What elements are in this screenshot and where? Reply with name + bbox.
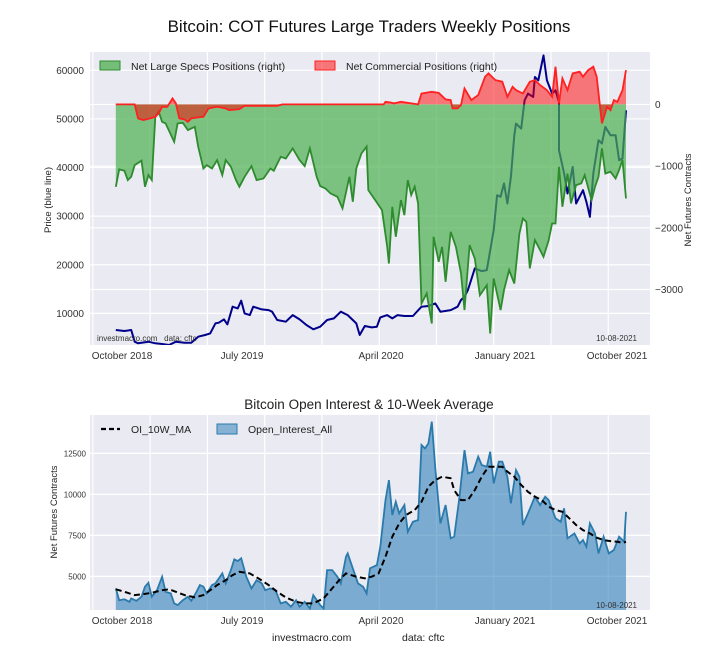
legend-label-large-specs: Net Large Specs Positions (right) [131,61,285,73]
bottom-x-tick-label: October 2018 [92,616,153,627]
bottom-ticks: October 2018 July 2019 April 2020 January 2… [64,449,648,627]
y-tick-label-left: 60000 [56,66,84,77]
oi-chart-title: Bitcoin Open Interest & 10-Week Average [244,397,493,412]
open-interest-area [115,421,626,610]
y-tick-label-right: 0 [655,100,661,111]
date-label: 10-08-2021 [596,334,637,343]
chart-title: Bitcoin: COT Futures Large Traders Weekl… [168,17,571,36]
legend-swatch-commercial [314,60,336,71]
bottom-x-tick-label: July 2019 [221,616,264,627]
top-chart: October 2018 July 2019 April 2020 January 2… [43,52,694,362]
large-specs-line [114,109,627,334]
oi-y-tick-label: 5000 [68,572,86,581]
bottom-legend: OI_10W_MA Open_Interest_All [101,423,332,436]
y-tick-label-right: −2000 [655,223,684,234]
y-tick-label-right: −1000 [655,162,684,173]
bottom-series [114,421,627,610]
y-axis-label-right: Net Futures Contracts [683,153,694,246]
legend-label-oi: Open_Interest_All [248,424,332,436]
y-tick-label-left: 50000 [56,114,84,125]
y-axis-label-left: Price (blue line) [43,167,54,233]
y-tick-label-left: 10000 [56,309,84,320]
y-tick-label-left: 30000 [56,212,84,223]
bottom-chart: October 2018 July 2019 April 2020 January 2… [49,415,650,627]
legend-swatch-oi [216,423,238,435]
open-interest-line [114,421,627,610]
top-x-tick-label: October 2021 [587,351,648,362]
bottom-x-tick-label: October 2021 [587,616,648,627]
top-legend: Net Large Specs Positions (right) Net Co… [99,60,497,73]
top-x-tick-label: July 2019 [221,351,264,362]
y-tick-label-left: 20000 [56,260,84,271]
top-ticks: October 2018 July 2019 April 2020 January 2… [56,66,683,362]
y-tick-label-right: −3000 [655,285,684,296]
oi-y-tick-label: 12500 [64,449,87,458]
oi-y-axis-label: Net Futures Contracts [49,465,60,558]
bottom-x-tick-label: April 2020 [358,616,403,627]
legend-label-ma: OI_10W_MA [131,424,191,436]
top-x-tick-label: April 2020 [358,351,403,362]
commercial-line [115,65,627,124]
footer-site: investmacro.com [272,632,352,644]
oi-date-label: 10-08-2021 [596,601,637,610]
oi-y-tick-label: 7500 [68,531,86,540]
top-x-tick-label: October 2018 [92,351,153,362]
bottom-x-tick-label: January 2021 [475,616,536,627]
oi-y-tick-label: 10000 [64,490,87,499]
watermark: investmacro.com data: cftc [97,334,197,343]
legend-label-commercial: Net Commercial Positions (right) [346,61,497,73]
top-x-tick-label: January 2021 [475,351,536,362]
legend-swatch-large-specs [99,60,121,71]
oi-10w-ma-line [115,465,627,605]
large-specs-area [115,104,627,334]
y-tick-label-left: 40000 [56,163,84,174]
footer-data: data: cftc [402,632,445,644]
top-series [114,54,627,345]
